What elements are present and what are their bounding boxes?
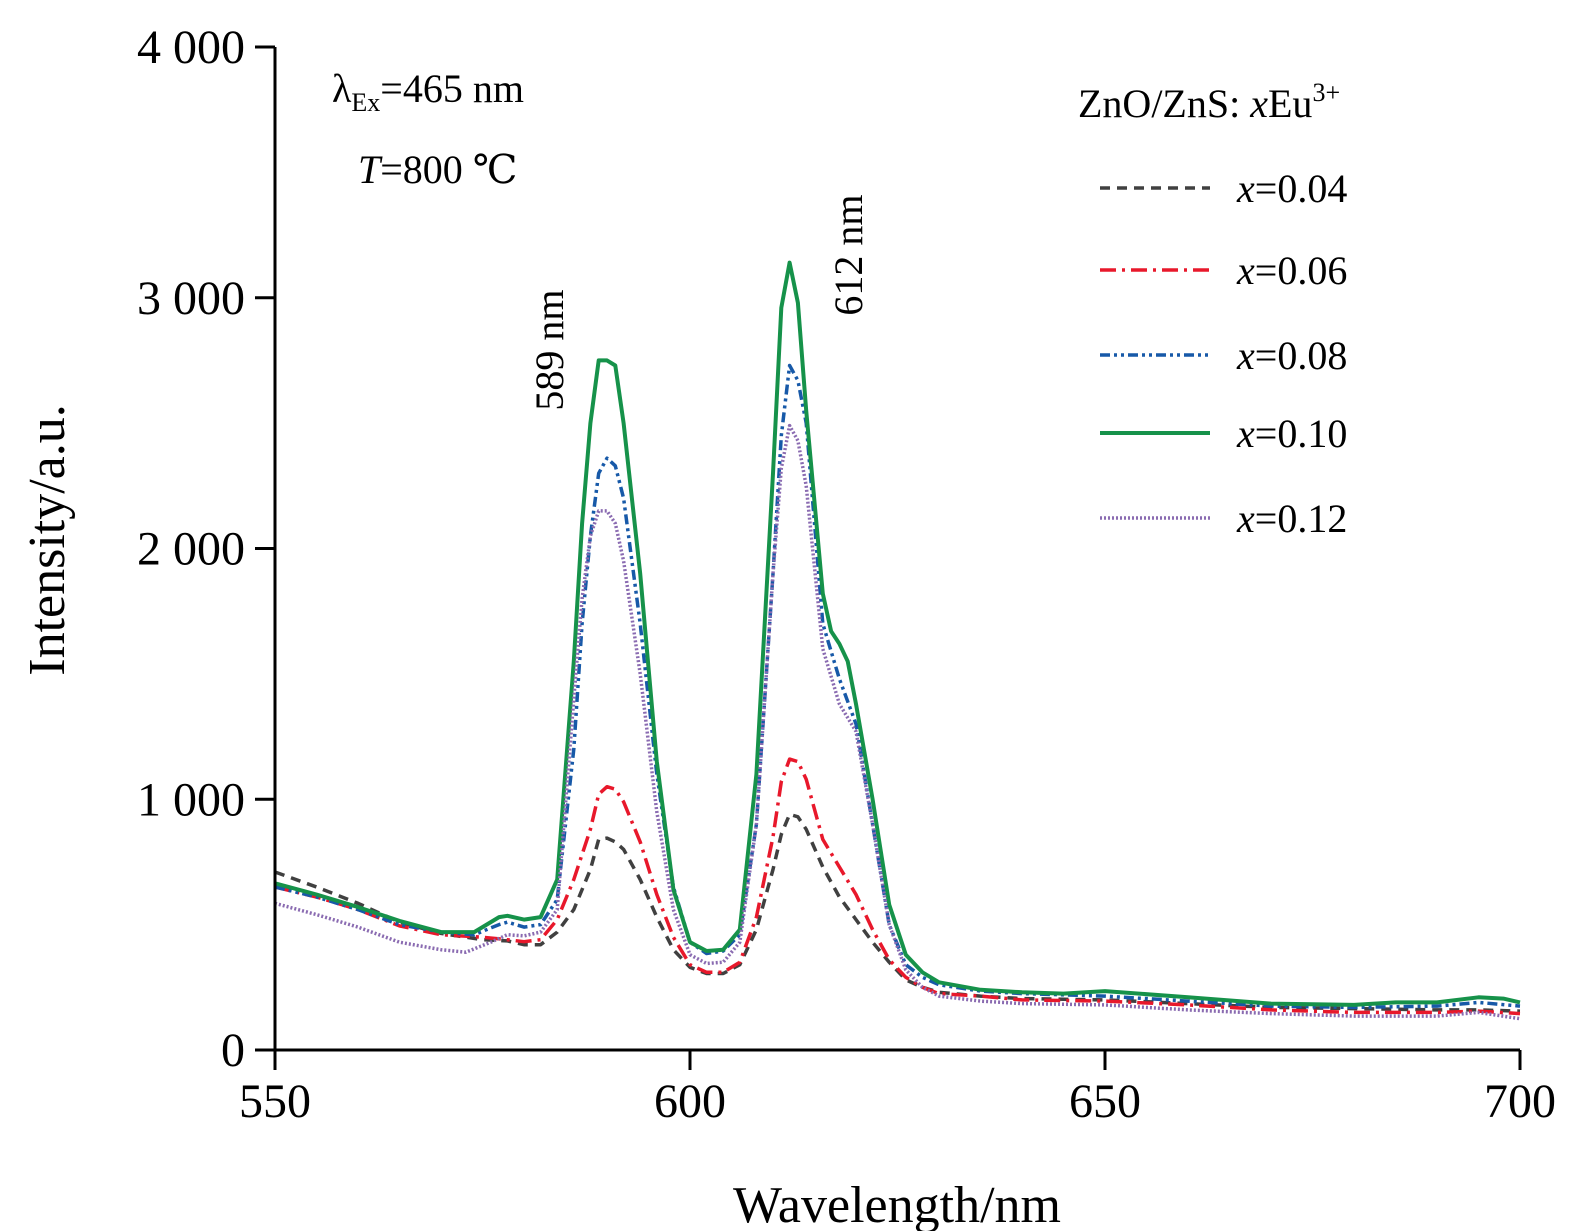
legend-entry: x=0.10 bbox=[1100, 411, 1347, 456]
excitation-annotation: λEx=465 nm bbox=[332, 66, 524, 117]
x-tick-label: 600 bbox=[654, 1075, 726, 1128]
peak-612-label: 612 nm bbox=[826, 194, 871, 315]
temperature-symbol: T bbox=[358, 147, 383, 192]
legend-label: x=0.04 bbox=[1236, 166, 1347, 211]
y-axis-title: Intensity/a.u. bbox=[19, 404, 76, 676]
legend-entries: x=0.04x=0.06x=0.08x=0.10x=0.12 bbox=[1100, 166, 1347, 541]
legend-entry: x=0.12 bbox=[1100, 496, 1347, 541]
y-tick-label: 4 000 bbox=[137, 21, 245, 74]
series-line-x-0-08 bbox=[274, 363, 1521, 1010]
legend-title-variable: x bbox=[1249, 81, 1268, 126]
legend-title-prefix: ZnO/ZnS: bbox=[1078, 81, 1250, 126]
x-ticks: 550 600 650 700 bbox=[239, 1050, 1556, 1128]
legend-label-value: =0.08 bbox=[1255, 333, 1348, 378]
plot-lines bbox=[274, 260, 1521, 1021]
excitation-subscript: Ex bbox=[351, 88, 380, 117]
legend-label-value: =0.04 bbox=[1255, 166, 1348, 211]
series-line-x-0-06 bbox=[274, 757, 1521, 1016]
series-line-x-0-12 bbox=[274, 423, 1521, 1021]
x-tick-label: 700 bbox=[1484, 1075, 1556, 1128]
legend-label-variable: x bbox=[1236, 166, 1255, 211]
y-tick-label: 1 000 bbox=[137, 773, 245, 826]
legend-label-value: =0.06 bbox=[1255, 248, 1348, 293]
legend-title-text: ZnO/ZnS: xEu bbox=[1078, 81, 1312, 126]
legend-label: x=0.06 bbox=[1236, 248, 1347, 293]
x-axis-title: Wavelength/nm bbox=[733, 1177, 1061, 1231]
temperature-annotation: T=800 ℃ bbox=[358, 147, 518, 192]
y-tick-label: 3 000 bbox=[137, 272, 245, 325]
y-ticks: 0 1 000 2 000 3 000 4 000 bbox=[137, 21, 275, 1077]
x-tick-label: 550 bbox=[239, 1075, 311, 1128]
legend: ZnO/ZnS: xEu3+ x=0.04x=0.06x=0.08x=0.10x… bbox=[1078, 78, 1347, 541]
excitation-value: =465 nm bbox=[380, 66, 524, 111]
legend-entry: x=0.06 bbox=[1100, 248, 1347, 293]
legend-label-variable: x bbox=[1236, 496, 1255, 541]
lambda-symbol: λ bbox=[332, 66, 352, 111]
legend-label: x=0.12 bbox=[1236, 496, 1347, 541]
series-line-x-0-10 bbox=[274, 260, 1521, 1007]
legend-title-suffix: Eu bbox=[1268, 81, 1312, 126]
legend-label: x=0.08 bbox=[1236, 333, 1347, 378]
legend-label-value: =0.10 bbox=[1255, 411, 1348, 456]
legend-entry: x=0.04 bbox=[1100, 166, 1347, 211]
series-line-x-0-04 bbox=[274, 812, 1521, 1013]
y-tick-label: 2 000 bbox=[137, 523, 245, 576]
legend-label-variable: x bbox=[1236, 248, 1255, 293]
y-tick-label: 0 bbox=[221, 1024, 245, 1077]
legend-title-sup: 3+ bbox=[1312, 78, 1340, 107]
peak-589-label: 589 nm bbox=[527, 289, 572, 410]
legend-label-variable: x bbox=[1236, 333, 1255, 378]
legend-label-value: =0.12 bbox=[1255, 496, 1348, 541]
legend-entry: x=0.08 bbox=[1100, 333, 1347, 378]
legend-label-variable: x bbox=[1236, 411, 1255, 456]
legend-label: x=0.10 bbox=[1236, 411, 1347, 456]
x-tick-label: 650 bbox=[1069, 1075, 1141, 1128]
temperature-value: =800 ℃ bbox=[380, 147, 517, 192]
legend-title: ZnO/ZnS: xEu3+ bbox=[1078, 78, 1340, 126]
